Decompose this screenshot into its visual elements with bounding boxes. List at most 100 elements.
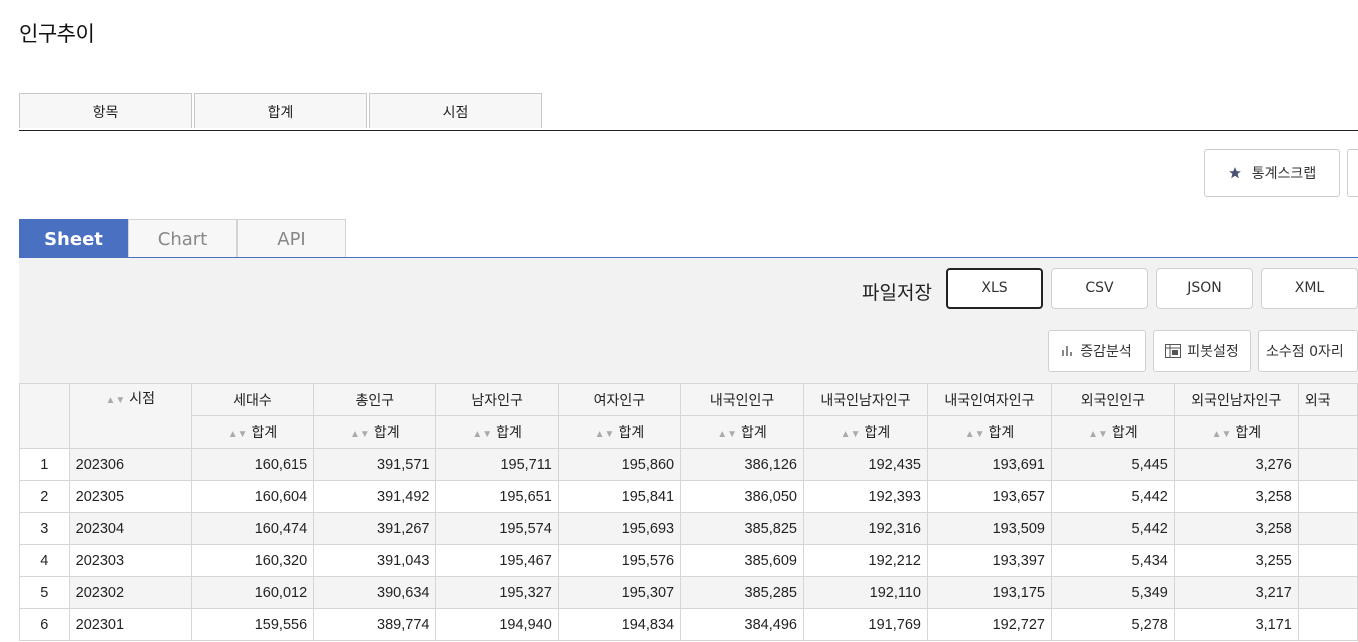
view-tab-bar: Sheet Chart API [19,219,1358,258]
value-cell: 390,634 [313,576,437,609]
value-cell: 194,834 [557,608,682,641]
time-cell: 202306 [68,448,192,481]
table-row[interactable]: 2 202305 160,604 391,492 195,651 195,841 386,0… [19,480,1358,513]
table-row[interactable]: 5 202302 160,012 390,634 195,327 195,307 385,2… [19,576,1358,609]
tab-sum[interactable]: 합계 [194,93,367,128]
sub-header-sum[interactable]: ▲▼ 합계 [190,415,315,449]
sub-header-sum[interactable]: ▲▼ 합계 [435,415,559,449]
top-tab-bar: 항목 합계 시점 [19,93,1358,131]
value-cell: 391,043 [313,544,437,577]
star-icon [1228,167,1241,179]
value-cell [1297,448,1358,481]
increase-analysis-label: 증감분석 [1080,344,1132,360]
sub-header-sum[interactable]: ▲▼ 합계 [1173,415,1299,449]
tab-time[interactable]: 시점 [369,93,542,128]
column-header: 외국인남자인구 [1173,383,1299,416]
value-cell: 195,841 [557,480,682,513]
value-cell: 384,496 [680,608,804,641]
value-cell: 385,285 [680,576,804,609]
value-cell [1297,512,1358,545]
sub-header-sum[interactable]: ▲▼ 합계 [802,415,928,449]
value-cell: 191,769 [802,608,928,641]
json-button[interactable]: JSON [1156,268,1253,309]
column-header: 내국인남자인구 [802,383,928,416]
value-cell: 160,604 [190,480,315,513]
value-cell: 159,556 [190,608,315,641]
sort-icon: ▲▼ [227,429,248,440]
more-button[interactable] [1347,149,1358,197]
value-cell [1297,480,1358,513]
value-cell: 3,171 [1173,608,1299,641]
value-cell [1297,608,1358,641]
tab-item[interactable]: 항목 [19,93,192,128]
table-row[interactable]: 1 202306 160,615 391,571 195,711 195,860 386,1… [19,448,1358,481]
sort-icon: ▲▼ [964,429,985,440]
time-cell: 202302 [68,576,192,609]
value-cell: 193,691 [926,448,1052,481]
time-header[interactable]: ▲▼ 시점 [68,383,192,449]
value-cell: 192,393 [802,480,928,513]
decimal-select[interactable]: 소수점 0자리 [1258,330,1358,372]
toolbar-area: 파일저장 XLS CSV JSON XML 증감분석 피봇설정 소수점 0자리 [19,258,1358,383]
sub-header-sum[interactable]: ▲▼ 합계 [313,415,437,449]
value-cell: 5,445 [1050,448,1175,481]
time-cell: 202301 [68,608,192,641]
pivot-settings-label: 피봇설정 [1187,344,1239,360]
xls-button[interactable]: XLS [946,268,1043,309]
xml-button[interactable]: XML [1261,268,1358,309]
column-header: 외국 [1297,383,1358,416]
stat-scrap-button[interactable]: 통계스크랩 [1204,149,1340,197]
value-cell: 193,397 [926,544,1052,577]
tab-sheet[interactable]: Sheet [19,219,128,257]
value-cell: 195,576 [557,544,682,577]
column-header: 외국인인구 [1050,383,1175,416]
sort-icon: ▲▼ [594,429,615,440]
value-cell: 192,212 [802,544,928,577]
value-cell: 385,825 [680,512,804,545]
column-header: 세대수 [190,383,315,416]
value-cell: 160,012 [190,576,315,609]
sub-header-sum[interactable]: ▲▼ 합계 [680,415,804,449]
sub-header-sum[interactable] [1297,415,1358,449]
value-cell: 195,711 [435,448,559,481]
sort-icon: ▲▼ [1211,429,1232,440]
column-header: 총인구 [313,383,437,416]
sub-header-sum[interactable]: ▲▼ 합계 [1050,415,1175,449]
value-cell: 192,727 [926,608,1052,641]
csv-button[interactable]: CSV [1051,268,1148,309]
value-cell: 195,860 [557,448,682,481]
sub-header-sum[interactable]: ▲▼ 합계 [926,415,1052,449]
table-row[interactable]: 4 202303 160,320 391,043 195,467 195,576 385,6… [19,544,1358,577]
value-cell: 160,615 [190,448,315,481]
value-cell: 385,609 [680,544,804,577]
value-cell: 3,276 [1173,448,1299,481]
value-cell: 160,474 [190,512,315,545]
time-cell: 202303 [68,544,192,577]
column-header: 남자인구 [435,383,559,416]
row-number: 6 [19,608,70,641]
sort-icon: ▲▼ [105,395,126,406]
value-cell: 195,574 [435,512,559,545]
data-grid: ▲▼ 시점 세대수 총인구 남자인구 여자인구 내국인인구 내국인남자인구 내국인… [19,383,1358,642]
time-cell: 202305 [68,480,192,513]
value-cell: 5,442 [1050,480,1175,513]
tab-api[interactable]: API [237,219,346,257]
value-cell: 195,651 [435,480,559,513]
file-save-label: 파일저장 [862,282,932,304]
table-row[interactable]: 3 202304 160,474 391,267 195,574 195,693 385,8… [19,512,1358,545]
value-cell: 194,940 [435,608,559,641]
pivot-settings-button[interactable]: 피봇설정 [1153,330,1251,372]
value-cell: 192,316 [802,512,928,545]
value-cell: 3,258 [1173,512,1299,545]
row-number: 3 [19,512,70,545]
value-cell: 391,492 [313,480,437,513]
sub-header-sum[interactable]: ▲▼ 합계 [557,415,682,449]
column-header: 내국인인구 [680,383,804,416]
increase-analysis-button[interactable]: 증감분석 [1048,330,1146,372]
bar-chart-icon [1062,346,1073,356]
tab-chart[interactable]: Chart [128,219,237,257]
value-cell: 192,435 [802,448,928,481]
table-row[interactable]: 6 202301 159,556 389,774 194,940 194,834 384,4… [19,608,1358,641]
value-cell: 195,327 [435,576,559,609]
row-number: 5 [19,576,70,609]
